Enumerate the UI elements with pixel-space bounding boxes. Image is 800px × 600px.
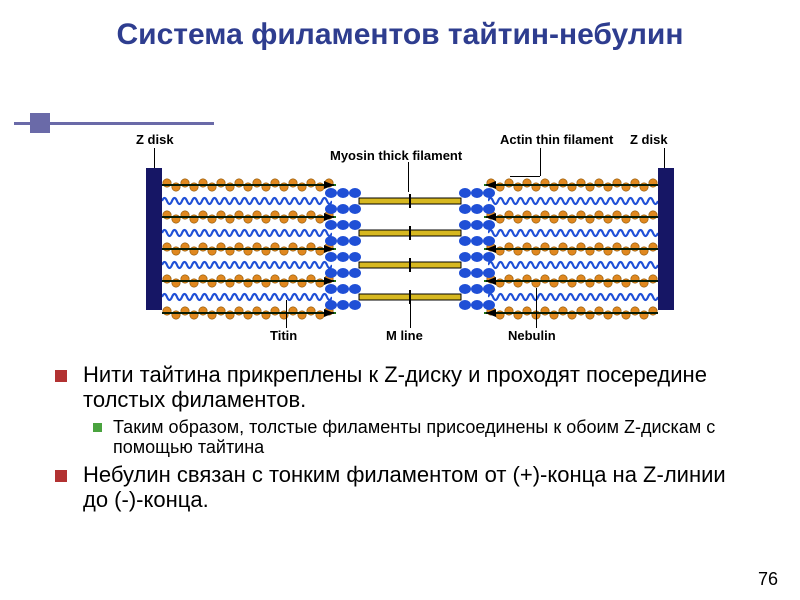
bullet-lvl2: Таким образом, толстые филаменты присоед… [55, 417, 755, 458]
label-mline: M line [386, 328, 423, 343]
leader-line [510, 176, 540, 177]
actin-filament [484, 210, 658, 224]
label-zdisk-left: Z disk [136, 132, 174, 147]
actin-filament [162, 274, 336, 288]
slide-title: Система филаментов тайтин-небулин [0, 0, 800, 58]
titin-filament [488, 226, 658, 240]
bullet-lvl1: Нити тайтина прикреплены к Z-диску и про… [55, 362, 755, 413]
titin-filament [162, 290, 332, 304]
actin-filament [162, 178, 336, 192]
label-nebulin: Nebulin [508, 328, 556, 343]
titin-filament [162, 226, 332, 240]
actin-filament [484, 306, 658, 320]
bullet-text: Таким образом, толстые филаменты присоед… [113, 417, 715, 458]
leader-line [408, 162, 409, 192]
z-disk-left [146, 168, 162, 310]
leader-line [664, 148, 665, 168]
titin-filament [488, 258, 658, 272]
titin-filament [488, 290, 658, 304]
label-zdisk-right: Z disk [630, 132, 668, 147]
leader-line [540, 148, 541, 176]
accent-square [30, 113, 50, 133]
label-myosin: Myosin thick filament [330, 148, 462, 163]
leader-line [536, 288, 537, 328]
bullet-list: Нити тайтина прикреплены к Z-диску и про… [55, 362, 755, 517]
actin-filament [484, 242, 658, 256]
label-titin: Titin [270, 328, 297, 343]
actin-filament [162, 210, 336, 224]
actin-filament [484, 274, 658, 288]
myosin-filament [325, 252, 495, 283]
leader-line [410, 300, 411, 328]
titin-filament [162, 258, 332, 272]
titin-filament [488, 194, 658, 208]
actin-filament [162, 306, 336, 320]
actin-filament [162, 242, 336, 256]
sarcomere-diagram: Z diskZ diskActin thin filamentMyosin th… [140, 130, 680, 348]
actin-filament [484, 178, 658, 192]
z-disk-right [658, 168, 674, 310]
myosin-filament [325, 188, 495, 219]
leader-line [154, 148, 155, 168]
label-actin: Actin thin filament [500, 132, 613, 147]
page-number: 76 [758, 569, 778, 590]
bullet-text: Нити тайтина прикреплены к Z-диску и про… [83, 362, 707, 412]
leader-line [286, 300, 287, 328]
bullet-text: Небулин связан с тонким филаментом от (+… [83, 462, 726, 512]
bullet-lvl1: Небулин связан с тонким филаментом от (+… [55, 462, 755, 513]
titin-filament [162, 194, 332, 208]
myosin-filament [325, 220, 495, 251]
